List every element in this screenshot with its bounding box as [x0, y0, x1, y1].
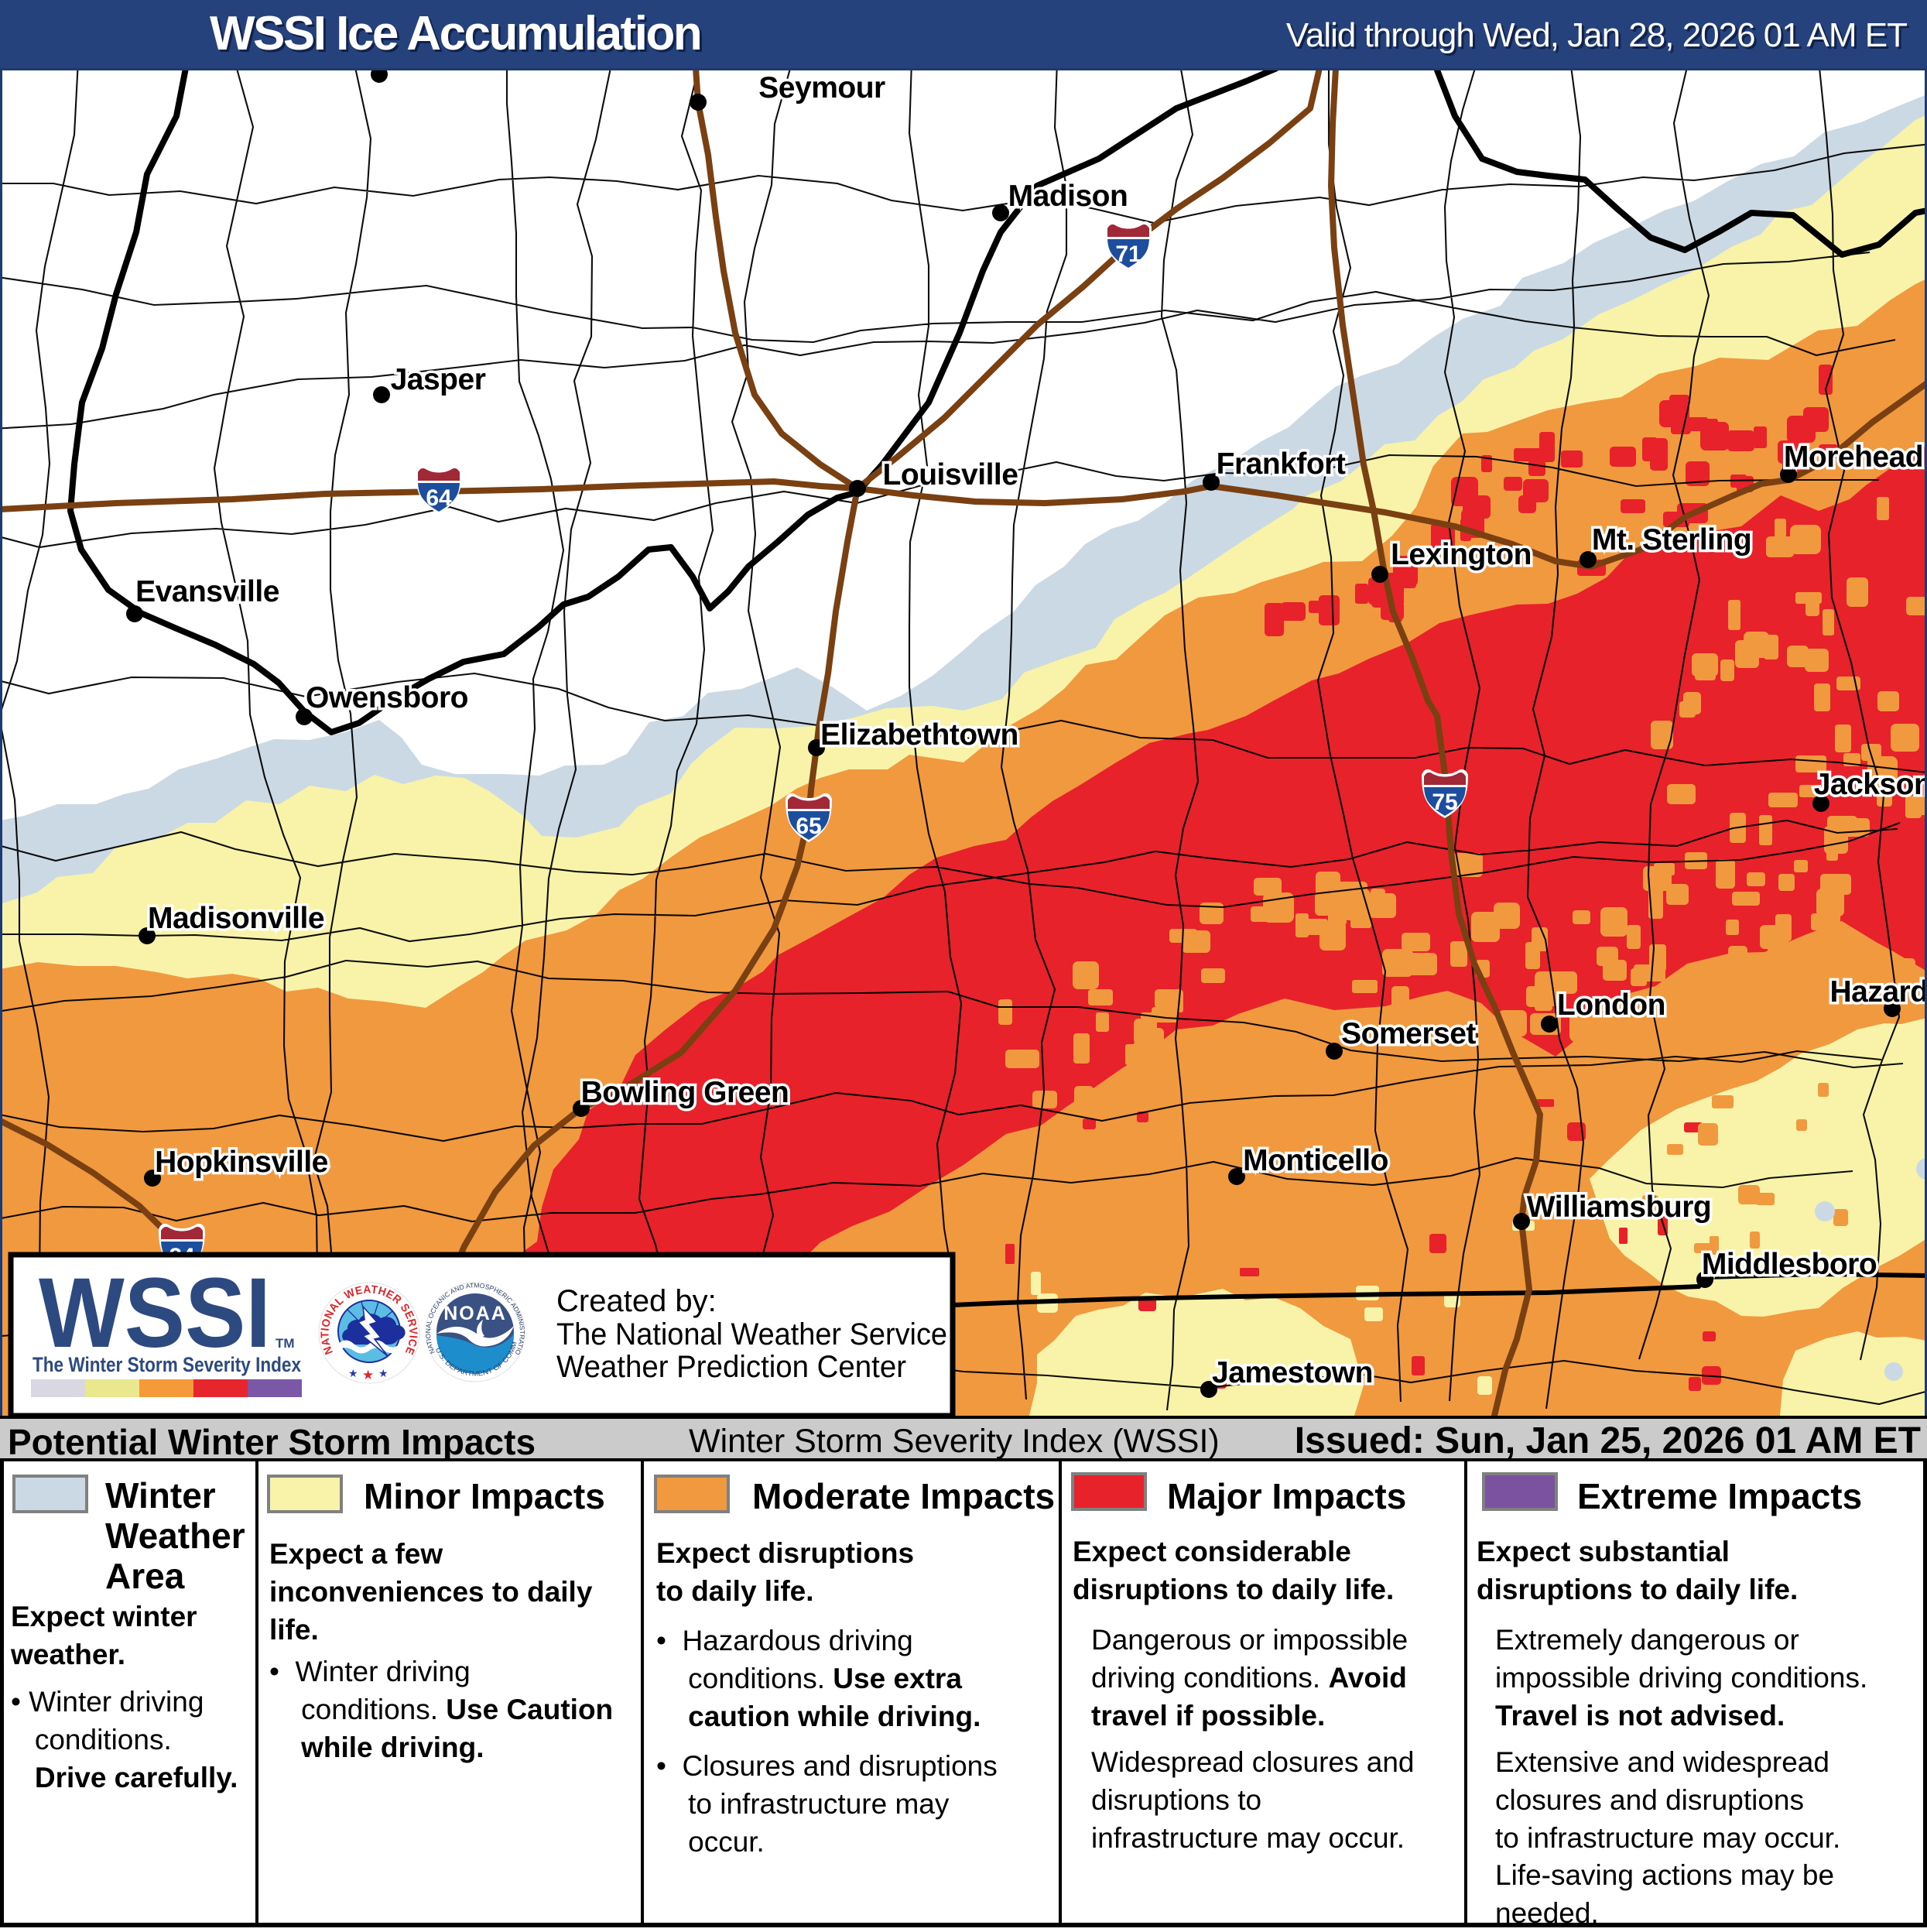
svg-text:Hopkinsville: Hopkinsville	[155, 1146, 328, 1179]
svg-text:Jasper: Jasper	[391, 363, 486, 396]
svg-text:Owensboro: Owensboro	[306, 681, 468, 714]
svg-text:Weather Prediction Center: Weather Prediction Center	[556, 1350, 906, 1384]
svg-text:65: 65	[796, 814, 821, 839]
svg-text:WSSI: WSSI	[39, 1258, 271, 1368]
svg-text:Williamsburg: Williamsburg	[1527, 1190, 1712, 1224]
svg-text:Middlesboro: Middlesboro	[1702, 1248, 1877, 1281]
svg-text:71: 71	[1115, 242, 1141, 267]
svg-text:Jackson: Jackson	[1814, 768, 1927, 801]
svg-text:Louisville: Louisville	[883, 458, 1018, 492]
svg-text:The Winter Storm Severity Inde: The Winter Storm Severity Index	[33, 1353, 301, 1376]
svg-text:Elizabethtown: Elizabethtown	[820, 718, 1018, 752]
svg-text:Madison: Madison	[1008, 180, 1128, 213]
svg-text:Somerset: Somerset	[1341, 1017, 1476, 1050]
svg-text:Created by:: Created by:	[556, 1284, 717, 1318]
svg-text:Madisonville: Madisonville	[148, 902, 324, 935]
svg-text:TM: TM	[276, 1336, 295, 1351]
svg-text:Hazard: Hazard	[1829, 975, 1927, 1009]
svg-text:Lexington: Lexington	[1391, 538, 1532, 571]
svg-text:London: London	[1557, 988, 1665, 1022]
svg-text:★: ★	[362, 1368, 374, 1382]
svg-text:Bowling Green: Bowling Green	[581, 1076, 789, 1109]
svg-text:Frankfort: Frankfort	[1217, 447, 1346, 481]
svg-text:★: ★	[348, 1367, 358, 1379]
svg-text:64: 64	[426, 485, 452, 511]
svg-text:NOAA: NOAA	[443, 1303, 507, 1324]
svg-text:Mt. Sterling: Mt. Sterling	[1592, 523, 1751, 557]
svg-text:Morehead: Morehead	[1784, 440, 1923, 474]
svg-text:Jamestown: Jamestown	[1212, 1356, 1373, 1389]
svg-text:Evansville: Evansville	[135, 575, 279, 608]
svg-text:★: ★	[378, 1367, 388, 1379]
svg-text:75: 75	[1432, 790, 1457, 815]
svg-text:Seymour: Seymour	[758, 71, 885, 104]
svg-text:The National Weather Service: The National Weather Service	[556, 1317, 947, 1351]
svg-text:Monticello: Monticello	[1243, 1144, 1388, 1177]
